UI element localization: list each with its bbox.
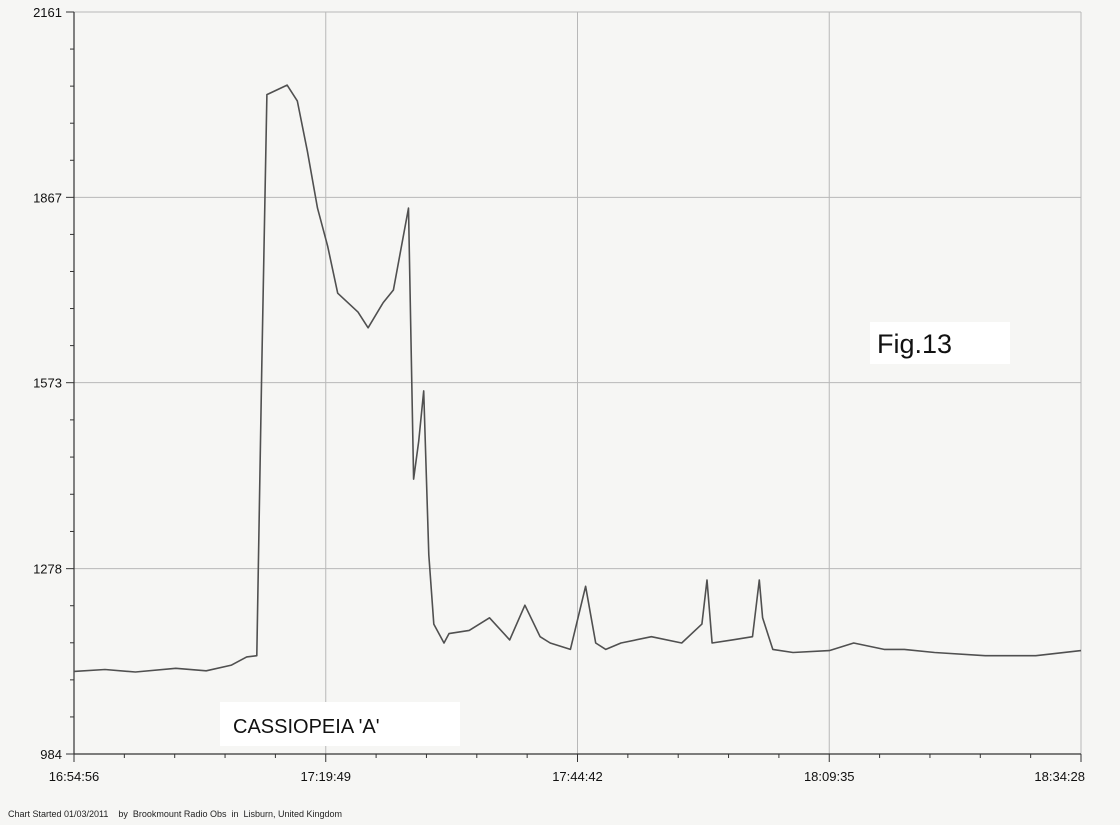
annotations: Fig.13 CASSIOPEIA 'A' [220,322,1010,746]
source-label: CASSIOPEIA 'A' [233,716,380,738]
x-tick-label: 17:19:49 [300,769,351,784]
y-tick-label: 1573 [33,376,62,391]
axes: 984 1278 1573 1867 2161 16:54:56 17:19:49 17:44… [33,5,1085,784]
chart-footer-note: Chart Started 01/03/2011 by Brookmount R… [8,809,343,819]
grid-lines [74,11,1082,754]
figure-label-box [870,322,1010,364]
x-tick-label: 17:44:42 [552,769,603,784]
y-tick-label: 1867 [33,190,62,205]
x-tick-label: 18:09:35 [804,769,855,784]
x-tick-label: 18:34:28 [1034,769,1085,784]
y-tick-label: 984 [40,747,62,762]
y-tick-label: 1278 [33,562,62,577]
figure-label: Fig.13 [877,329,952,359]
series-line-0 [73,84,1082,673]
source-label-box [220,702,460,746]
y-tick-label: 2161 [33,5,62,20]
series-layer [73,84,1082,673]
x-tick-label: 16:54:56 [49,769,100,784]
